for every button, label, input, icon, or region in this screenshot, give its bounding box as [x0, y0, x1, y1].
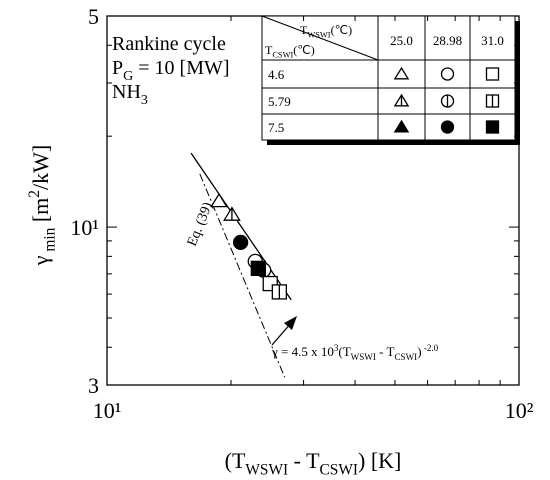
marker: [250, 260, 267, 277]
text-part: γ = 4.5 x 10: [271, 344, 334, 359]
marker-square: [250, 260, 267, 277]
marker: [485, 67, 500, 81]
text-part: ): [417, 344, 421, 359]
marker-square: [485, 67, 500, 81]
text-part: [m: [28, 198, 53, 228]
marker-triangle: [393, 119, 410, 133]
rich-text: γ min [m2/kW]: [26, 145, 58, 266]
legend-row: 7.5: [268, 120, 284, 135]
text-part: T: [300, 23, 308, 37]
legend-row: 4.6: [268, 67, 285, 82]
text-part: NH: [112, 81, 141, 103]
text-sub: WSWI: [245, 462, 288, 479]
text-part: P: [112, 57, 123, 79]
marker: [210, 192, 228, 208]
marker-square: [485, 120, 500, 134]
fit-line: [190, 152, 292, 301]
text-part: = 10 [MW]: [133, 57, 229, 79]
rich-text: TCSWI(℃): [265, 43, 315, 60]
text-sub: CSWI: [394, 352, 417, 362]
text-part: (℃): [293, 43, 314, 57]
text-part: Rankine cycle: [112, 33, 226, 55]
legend-column: 25.0: [390, 33, 413, 48]
marker-triangle: [210, 192, 228, 208]
text-part: γ: [28, 255, 53, 266]
rich-text: (TWSWI - TCSWI) [K]: [225, 448, 402, 479]
rich-text: PG = 10 [MW]: [112, 57, 230, 84]
marker: [485, 94, 500, 108]
marker: [393, 66, 410, 80]
text-part: (℃): [331, 23, 352, 37]
text-part: (T: [338, 344, 350, 359]
text-part: ) [K]: [358, 448, 401, 473]
text-sub: G: [123, 69, 133, 84]
rich-text: Rankine cycle: [112, 33, 226, 55]
text-sub: 3: [141, 93, 148, 108]
marker-circle: [440, 120, 455, 134]
marker: [223, 206, 241, 221]
text-part: /kW]: [28, 145, 53, 190]
y-tick-label: 10¹: [70, 215, 99, 240]
x-tick-label: 10²: [505, 398, 534, 423]
y-tick-label: 3: [88, 373, 99, 398]
text-sub: min: [42, 227, 59, 255]
rich-text: γ = 4.5 x 103(TWSWI - TCSWI) -2.0: [271, 343, 439, 362]
text-sub: CSWI: [320, 462, 358, 479]
marker: [440, 94, 455, 108]
legend-grid: [261, 15, 515, 140]
arrow-head: [284, 316, 297, 330]
text-sub: CSWI: [272, 51, 293, 60]
legend-column: 31.0: [481, 33, 504, 48]
marker: [271, 284, 287, 300]
text-sup: -2.0: [422, 343, 439, 353]
legend-box: [261, 15, 516, 141]
y-tick-label: 5: [88, 4, 99, 29]
marker-circle: [440, 67, 455, 81]
marker: [440, 67, 455, 81]
text-sup: 2: [26, 190, 43, 198]
text-part: (T: [225, 448, 246, 473]
text-part: - T: [288, 448, 320, 473]
x-tick-label: 10¹: [93, 398, 122, 423]
text-sub: WSWI: [307, 31, 330, 40]
text-sup: 3: [334, 343, 339, 353]
rich-text: NH3: [112, 81, 148, 108]
text-part: T: [265, 43, 273, 57]
text-part: - T: [376, 344, 395, 359]
marker: [232, 234, 249, 251]
legend-diagonal: [261, 15, 379, 61]
legend-row: 5.79: [268, 94, 291, 109]
eq39-label: Eq. (39): [185, 200, 216, 248]
marker: [440, 120, 455, 134]
text-sub: WSWI: [351, 352, 376, 362]
rich-text: TWSWI(℃): [300, 23, 352, 40]
marker: [393, 93, 410, 107]
marker-circle: [232, 234, 249, 251]
marker: [485, 120, 500, 134]
marker: [393, 119, 410, 133]
eq39-line: [199, 173, 286, 378]
legend-column: 28.98: [433, 33, 462, 48]
marker-triangle: [393, 66, 410, 80]
